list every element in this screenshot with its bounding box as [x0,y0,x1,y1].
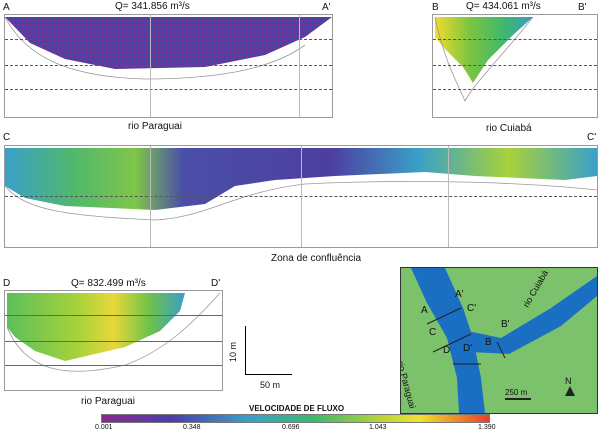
section-dd-panel [4,290,223,391]
depth-line [5,341,222,342]
grid-line [150,15,151,117]
section-ab-right-label: A' [322,2,331,13]
map-label-c-prime: C' [467,303,477,314]
grid-line [448,146,449,247]
map-label-a: A [421,305,428,316]
map-label-a-prime: A' [455,289,464,300]
depth-line [5,365,222,366]
colorbar-tick: 1.390 [478,424,496,431]
map-label-b: B [485,337,492,348]
map-label-c: C [429,327,437,338]
colorbar-ticks: 0.001 0.348 0.696 1.043 1.390 [0,424,599,434]
depth-line [433,65,597,66]
grid-line [301,146,302,247]
colorbar-title: VELOCIDADE DE FLUXO [249,404,345,413]
scale-vertical-label: 10 m [228,341,238,362]
colorbar-tick: 0.348 [183,424,201,431]
location-map: A A' C C' B' B D D' rio Paraguai rio Cui… [400,267,598,414]
section-cc-panel [4,145,598,248]
scale-bar [245,326,292,375]
section-bb-profile [434,16,534,102]
section-ab-discharge: Q= 341.856 m³/s [115,1,190,12]
section-ab-profile [5,16,332,80]
map-drawing [401,268,597,413]
depth-line [5,315,222,316]
section-bb-panel [432,14,598,118]
section-bb-caption: rio Cuiabá [486,123,532,134]
depth-line [433,39,597,40]
colorbar [101,414,490,423]
section-dd-left-label: D [3,278,11,289]
depth-line [433,89,597,90]
section-dd-right-label: D' [211,278,221,289]
section-ab-panel [4,14,333,118]
grid-line [150,146,151,247]
depth-line [5,65,332,66]
north-arrow-icon: N [565,376,572,386]
map-scale-label: 250 m [505,388,528,397]
section-ab-left-label: A [3,2,10,13]
section-bb-discharge: Q= 434.061 m³/s [466,1,541,12]
map-label-d-prime: D' [463,343,473,354]
section-cc-profile [5,148,597,221]
colorbar-tick: 0.001 [95,424,113,431]
colorbar-tick: 1.043 [369,424,387,431]
section-bb-left-label: B [432,2,439,13]
section-dd-caption: rio Paraguai [81,396,135,407]
section-cc-left-label: C [3,132,11,143]
section-cc-right-label: C' [587,132,597,143]
colorbar-tick: 0.696 [282,424,300,431]
scale-horizontal-label: 50 m [260,380,281,390]
depth-line [5,39,332,40]
map-label-d: D [443,345,451,356]
section-cc-caption: Zona de confluência [271,253,362,264]
section-bb-right-label: B' [578,2,587,13]
grid-line [299,15,300,117]
section-dd-discharge: Q= 832.499 m³/s [71,278,146,289]
section-ab-caption: rio Paraguai [128,121,182,132]
depth-line [5,89,332,90]
map-label-b-prime: B' [501,319,510,330]
